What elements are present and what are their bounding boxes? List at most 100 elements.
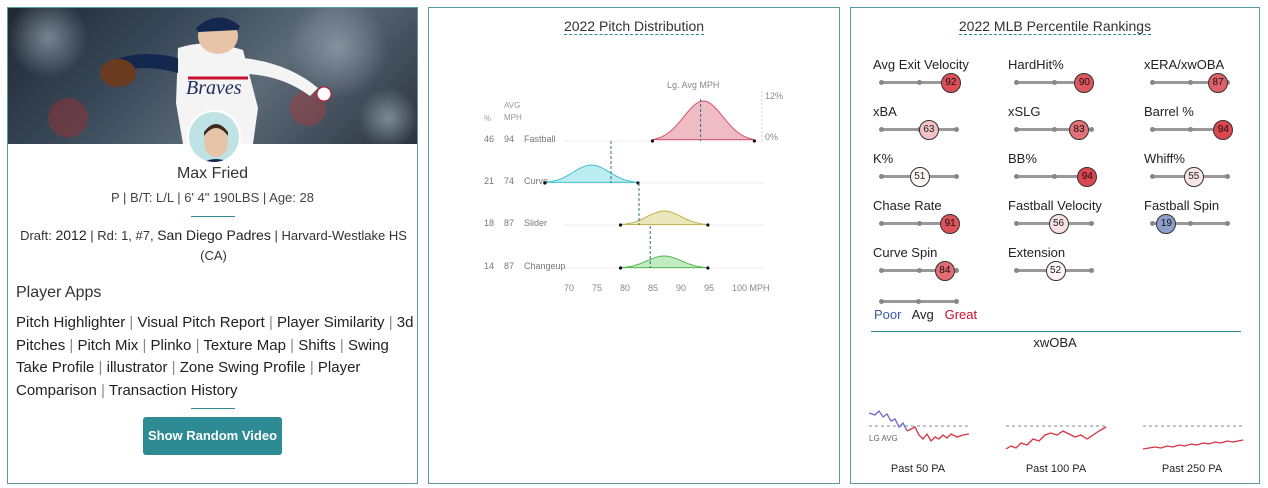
curve-endpoint <box>650 139 655 143</box>
x-tick-label: 75 <box>592 283 602 293</box>
percentile-item: Whiff% 55 <box>1144 151 1268 191</box>
track-tick <box>1052 127 1057 132</box>
track-tick <box>879 268 884 273</box>
track-tick <box>879 221 884 226</box>
track-tick <box>1188 127 1193 132</box>
pct-min-label: 0% <box>765 132 778 142</box>
player-app-link[interactable]: Transaction History <box>108 381 238 399</box>
link-separator: | <box>171 359 176 377</box>
percentile-value-badge: 56 <box>1048 214 1069 234</box>
percentile-item: Extension 52 <box>1008 245 1138 285</box>
pitch-density-curve <box>544 164 639 183</box>
x-tick-label: 70 <box>564 283 574 293</box>
track-tick <box>879 80 884 85</box>
percentile-rankings-panel: 2022 MLB Percentile Rankings Avg Exit Ve… <box>850 7 1260 484</box>
divider <box>191 216 235 217</box>
pitch-density-curve <box>652 100 755 141</box>
draft-year: 2012 <box>55 227 87 243</box>
xwoba-sparklines: LG AVG <box>868 409 1244 450</box>
percentile-item: xERA/xwOBA 87 <box>1144 57 1268 97</box>
percentile-item: Fastball Velocity 56 <box>1008 198 1138 238</box>
track-tick <box>917 80 922 85</box>
percentile-value-badge: 63 <box>918 120 939 140</box>
percentile-value-badge: 87 <box>1208 73 1229 93</box>
divider <box>191 408 235 409</box>
xwoba-label-past-250: Past 250 PA <box>1161 463 1223 475</box>
draft-team: San Diego Padres <box>157 227 271 243</box>
link-separator: | <box>101 381 105 399</box>
pitch-pct: 46 <box>484 134 494 144</box>
percentile-label: Fastball Velocity <box>1008 198 1102 213</box>
player-apps-title: Player Apps <box>16 284 102 301</box>
percentile-item: Chase Rate 91 <box>873 198 1003 238</box>
player-app-link[interactable]: 3d Pitches <box>16 314 414 354</box>
track-tick <box>954 268 959 273</box>
xwoba-label-past-50: Past 50 PA <box>890 463 946 475</box>
player-app-link[interactable]: Visual Pitch Report <box>137 314 265 331</box>
x-tick-label: 90 <box>676 283 686 293</box>
player-avatar <box>187 110 241 164</box>
percentile-label: BB% <box>1008 151 1037 166</box>
percentile-label: Barrel % <box>1144 104 1194 119</box>
curve-endpoint <box>752 139 756 143</box>
col-avg-header: AVG <box>504 101 520 110</box>
percentile-value-badge: 90 <box>1074 73 1095 93</box>
x-tick-label: 85 <box>648 283 658 293</box>
player-app-link[interactable]: Pitch Mix <box>77 336 139 354</box>
track-tick <box>1150 80 1155 85</box>
link-separator: | <box>69 336 74 354</box>
track-tick <box>1052 80 1057 85</box>
track-tick <box>879 127 884 132</box>
pitch-pct: 18 <box>484 218 494 228</box>
player-app-link[interactable]: Texture Map <box>203 336 286 354</box>
xwoba-line-past-50 <box>868 409 908 432</box>
svg-text:Braves: Braves <box>186 77 242 99</box>
percentile-label: Extension <box>1008 245 1066 260</box>
player-app-link[interactable]: Swing Take Profile <box>16 336 389 377</box>
track-tick <box>1188 80 1193 85</box>
link-separator: | <box>142 336 147 354</box>
percentile-label: K% <box>873 151 894 166</box>
divider <box>871 331 1241 332</box>
percentile-value-badge: 51 <box>909 167 930 187</box>
percentile-value-badge: 94 <box>1077 167 1098 187</box>
percentile-item: xSLG 83 <box>1008 104 1138 144</box>
percentile-legend: Poor Avg Great <box>874 307 977 322</box>
player-app-link[interactable]: Plinko <box>150 336 192 354</box>
percentile-value-badge: 55 <box>1183 167 1204 187</box>
player-app-link[interactable]: Player Comparison <box>16 359 361 399</box>
pitch-name: Curve <box>524 176 548 186</box>
x-tick-label: 100 MPH <box>732 283 770 293</box>
player-app-link[interactable]: Pitch Highlighter <box>16 314 126 331</box>
player-name: Max Fried <box>176 165 249 182</box>
percentile-label: HardHit% <box>1008 57 1064 72</box>
track-tick <box>1089 268 1094 273</box>
track-tick <box>1014 127 1019 132</box>
pitch-density-curve <box>620 255 708 269</box>
player-app-link[interactable]: Zone Swing Profile <box>179 359 306 377</box>
xwoba-label-past-100: Past 100 PA <box>1025 463 1087 475</box>
track-tick <box>879 174 884 179</box>
track-tick <box>1225 221 1230 226</box>
player-app-link[interactable]: illustrator <box>106 359 168 377</box>
track-tick <box>1225 174 1230 179</box>
link-separator: | <box>129 314 134 331</box>
player-app-link[interactable]: Player Similarity <box>277 314 385 331</box>
track-tick <box>1150 221 1155 226</box>
pitch-distribution-chart: % AVG MPH Lg. Avg MPH 12% 0% 46 94 Fastball 21 74 C… <box>484 80 783 293</box>
percentile-item: K% 51 <box>873 151 1003 191</box>
player-app-link[interactable]: Shifts <box>298 336 336 354</box>
link-separator: | <box>339 336 344 354</box>
draft-prefix: Draft: <box>20 228 56 243</box>
legend-avg: Avg <box>911 307 934 322</box>
show-random-video-button[interactable]: Show Random Video <box>143 417 282 455</box>
track-tick <box>1014 174 1019 179</box>
percentile-label: xSLG <box>1008 104 1041 119</box>
legend-great: Great <box>944 307 978 322</box>
link-separator: | <box>309 359 314 377</box>
draft-info: Draft: 2012 | Rd: 1, #7, San Diego Padre… <box>16 225 411 266</box>
player-apps-list: Pitch Highlighter | Visual Pitch Report … <box>16 312 416 402</box>
legend-tick <box>916 299 921 304</box>
player-bio: P | B/T: L/L | 6' 4" 190LBS | Age: 28 <box>111 190 314 205</box>
xwoba-title: xwOBA <box>1033 335 1077 350</box>
